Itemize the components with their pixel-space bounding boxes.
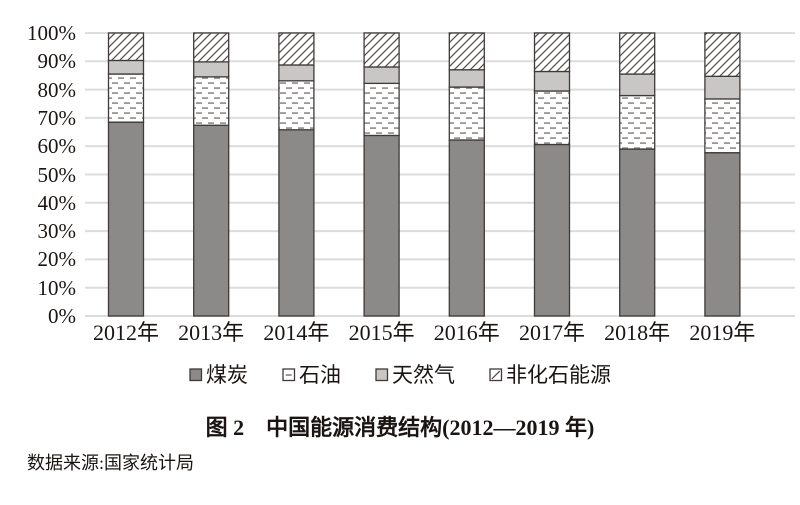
bar-2015年 [363, 32, 400, 317]
segment-非化石能源 [278, 32, 315, 66]
y-tick-label: 20% [37, 247, 77, 272]
segment-天然气 [619, 73, 656, 97]
y-axis: 0% 10% 20% 30% 40% 50% 60% 70% 80% 90% 100% [0, 0, 80, 330]
legend-item-非化石能源: 非化石能源 [489, 362, 611, 388]
bar-2019年 [704, 32, 741, 317]
segment-石油 [193, 76, 230, 126]
segment-煤炭 [278, 129, 315, 317]
y-tick-label: 0% [48, 304, 76, 328]
segment-非化石能源 [704, 32, 741, 77]
y-tick-label: 90% [37, 49, 77, 74]
segment-天然气 [107, 59, 145, 75]
segment-煤炭 [533, 143, 571, 317]
segment-煤炭 [704, 152, 741, 317]
y-tick-label: 80% [37, 77, 77, 102]
segment-煤炭 [619, 148, 656, 317]
legend-swatch-icon [282, 368, 296, 382]
bar-2013年 [193, 32, 230, 317]
x-tick-label: 2014年 [263, 320, 330, 345]
y-tick-label: 40% [37, 190, 77, 215]
y-tick-label: 10% [37, 275, 77, 300]
segment-石油 [278, 80, 315, 131]
segment-煤炭 [193, 124, 230, 317]
bar-2016年 [448, 32, 485, 317]
segment-非化石能源 [619, 32, 656, 75]
segment-非化石能源 [193, 32, 230, 63]
legend-item-天然气: 天然气 [375, 362, 455, 388]
x-tick-label: 2016年 [433, 320, 500, 345]
segment-天然气 [363, 66, 400, 85]
segment-石油 [533, 90, 571, 146]
legend-swatch-icon [489, 368, 503, 382]
segment-石油 [107, 73, 145, 123]
segment-煤炭 [448, 139, 485, 317]
x-tick-label: 2018年 [604, 320, 671, 345]
figure-title: 图 2 中国能源消费结构(2012—2019 年) [205, 415, 595, 440]
legend-item-煤炭: 煤炭 [189, 362, 248, 388]
bar-2018年 [619, 32, 656, 317]
segment-天然气 [704, 75, 741, 100]
segment-煤炭 [363, 134, 400, 317]
data-source-note: 数据来源:国家统计局 [27, 453, 195, 473]
y-tick-label: 30% [37, 219, 77, 244]
y-tick-label: 70% [37, 105, 77, 130]
segment-石油 [448, 86, 485, 141]
segment-石油 [619, 94, 656, 150]
bar-2014年 [278, 32, 315, 317]
segment-非化石能源 [107, 32, 145, 62]
x-tick-label: 2017年 [518, 320, 585, 345]
legend-label: 石油 [299, 363, 341, 387]
x-tick-label: 2012年 [92, 320, 159, 345]
y-tick-label: 50% [37, 162, 77, 187]
y-tick-label: 60% [37, 134, 77, 159]
x-tick-label: 2019年 [689, 320, 756, 345]
bar-2017年 [533, 32, 571, 317]
segment-天然气 [278, 64, 315, 82]
segment-非化石能源 [363, 32, 400, 68]
legend-label: 天然气 [392, 363, 455, 387]
chart-legend: 煤炭 石油 天然气 非化石能源 [0, 362, 800, 388]
x-tick-label: 2015年 [348, 320, 415, 345]
legend-swatch-icon [375, 368, 389, 382]
x-tick-label: 2013年 [178, 320, 245, 345]
segment-天然气 [533, 70, 571, 92]
segment-非化石能源 [448, 32, 485, 71]
segment-天然气 [448, 69, 485, 88]
bar-2012年 [107, 32, 145, 317]
legend-item-石油: 石油 [282, 362, 341, 388]
legend-label: 非化石能源 [506, 363, 611, 387]
segment-非化石能源 [533, 32, 571, 73]
segment-天然气 [193, 61, 230, 78]
legend-label: 煤炭 [206, 363, 248, 387]
x-axis: 2012年 2013年 2014年 2015年 2016年 2017年 2018年 2019年 [0, 321, 800, 347]
y-tick-label: 100% [27, 21, 76, 45]
legend-swatch-icon [189, 368, 203, 382]
segment-石油 [363, 82, 400, 137]
segment-石油 [704, 98, 741, 154]
stacked-bar-chart [85, 32, 795, 317]
segment-煤炭 [107, 121, 145, 317]
